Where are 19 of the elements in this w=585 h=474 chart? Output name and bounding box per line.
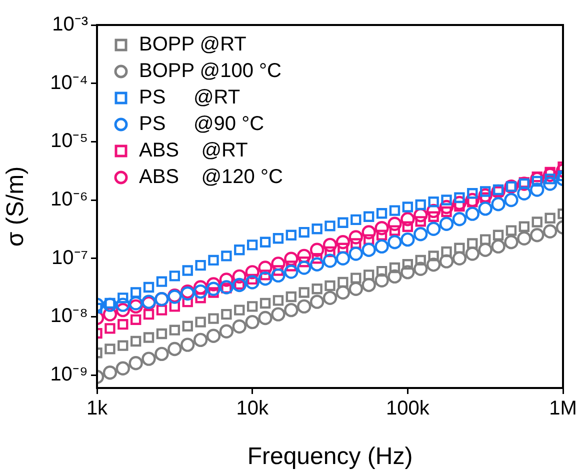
legend-label: PS @90 °C <box>139 113 264 136</box>
y-axis-title: σ (S/m) <box>2 166 30 247</box>
y-tick-label: 10⁻⁹ <box>50 364 88 386</box>
y-tick-label: 10⁻⁶ <box>50 188 88 211</box>
y-tick-label: 10⁻⁸ <box>50 305 88 328</box>
x-tick-label: 10k <box>236 398 270 420</box>
y-tick-label: 10⁻³ <box>52 14 88 36</box>
legend-label: PS @RT <box>139 86 240 109</box>
legend-label: BOPP @RT <box>139 34 246 56</box>
legend-label: ABS @RT <box>139 140 248 162</box>
y-tick-label: 10⁻⁴ <box>50 72 88 94</box>
legend-label: ABS @120 °C <box>139 166 283 188</box>
x-tick-label: 1k <box>86 398 109 420</box>
x-tick-label: 1M <box>549 398 577 420</box>
y-tick-label: 10⁻⁷ <box>52 246 88 269</box>
x-axis-title: Frequency (Hz) <box>247 443 413 470</box>
legend-label: BOPP @100 °C <box>139 60 282 82</box>
x-tick-label: 100k <box>386 398 430 420</box>
y-tick-label: 10⁻⁵ <box>50 130 88 152</box>
